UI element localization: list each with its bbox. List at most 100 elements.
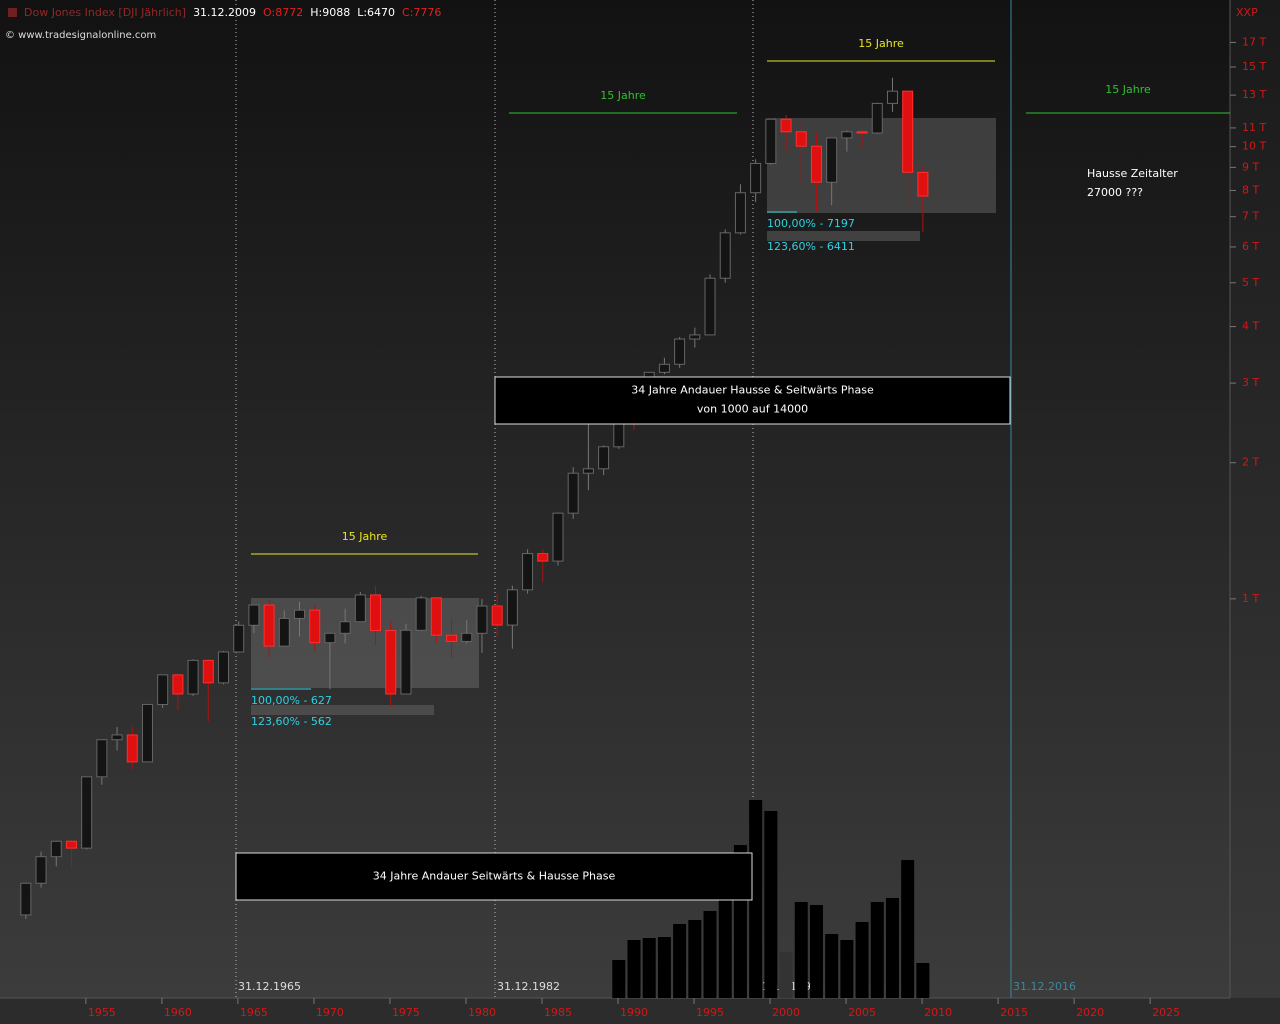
header-text: 31.12.2009 xyxy=(193,6,256,19)
x-tick-label: 2005 xyxy=(848,1006,876,1019)
candle-body xyxy=(567,472,579,514)
candle-body xyxy=(810,145,822,183)
phase-text: von 1000 auf 14000 xyxy=(697,403,808,416)
candle-body xyxy=(309,609,321,644)
symbol-icon xyxy=(8,8,17,17)
x-tick-label: 1975 xyxy=(392,1006,420,1019)
phase-box xyxy=(494,376,1011,425)
y-tick-label: 5 T xyxy=(1242,276,1259,289)
candle-body xyxy=(689,334,701,340)
level-band xyxy=(767,231,920,241)
candle-body xyxy=(141,703,153,763)
volume-bar xyxy=(840,940,854,998)
volume-bar xyxy=(688,920,702,998)
candle-body xyxy=(506,589,518,626)
phase-box xyxy=(235,852,753,901)
volume-bar xyxy=(885,898,899,998)
candle-body xyxy=(339,621,351,634)
y-tick-label: 10 T xyxy=(1242,140,1266,153)
y-tick-label: 15 T xyxy=(1242,60,1266,73)
level-label: 123,60% - 6411 xyxy=(767,240,855,253)
candle-body xyxy=(20,882,32,916)
volume-bar xyxy=(627,940,641,998)
x-tick-label: 1985 xyxy=(544,1006,572,1019)
level-band xyxy=(251,705,434,715)
candle-body xyxy=(50,840,62,858)
y-tick-label: 1 T xyxy=(1242,592,1259,605)
candle-body xyxy=(202,659,214,684)
volume-bar xyxy=(703,911,717,998)
candle-body xyxy=(385,630,397,695)
candle-body xyxy=(841,131,853,139)
candle-body xyxy=(780,118,792,133)
x-tick-label: 1995 xyxy=(696,1006,724,1019)
level-label: 123,60% - 562 xyxy=(251,715,332,728)
candle-body xyxy=(126,734,138,763)
date-label: 31.12.2016 xyxy=(1013,980,1076,993)
y-tick-label: 9 T xyxy=(1242,160,1259,173)
header-text: Dow Jones Index [DJI Jährlich] xyxy=(24,6,186,19)
x-tick-label: 2025 xyxy=(1152,1006,1180,1019)
header-text: O:8772 xyxy=(263,6,303,19)
y-tick-label: 8 T xyxy=(1242,183,1259,196)
corner-label: XXP xyxy=(1236,6,1258,19)
x-tick-label: 2000 xyxy=(772,1006,800,1019)
candle-body xyxy=(81,776,93,849)
candle-body xyxy=(446,634,458,642)
y-tick-label: 6 T xyxy=(1242,240,1259,253)
x-tick-label: 1960 xyxy=(164,1006,192,1019)
plot-area xyxy=(0,0,1230,998)
x-tick-label: 2010 xyxy=(924,1006,952,1019)
candle-body xyxy=(263,604,275,647)
candle-body xyxy=(734,192,746,234)
span-label: 15 Jahre xyxy=(858,37,904,50)
candle-body xyxy=(491,605,503,626)
candle-body xyxy=(719,232,731,279)
candle-body xyxy=(370,594,382,632)
candle-body xyxy=(233,624,245,653)
volume-bar xyxy=(855,922,869,998)
candle-body xyxy=(856,131,868,134)
y-tick-label: 7 T xyxy=(1242,210,1259,223)
note-text: Hausse Zeitalter xyxy=(1087,167,1178,180)
candle-body xyxy=(674,338,686,365)
y-tick-label: 2 T xyxy=(1242,456,1259,469)
span-label: 15 Jahre xyxy=(600,89,646,102)
candle-body xyxy=(400,629,412,695)
candle-body xyxy=(476,605,488,634)
candle-body xyxy=(324,632,336,644)
phase-text: 34 Jahre Andauer Seitwärts & Hausse Phas… xyxy=(373,870,616,883)
candle-body xyxy=(294,609,306,619)
candle-body xyxy=(278,617,290,647)
x-tick-label: 2015 xyxy=(1000,1006,1028,1019)
candle-body xyxy=(537,553,549,562)
candle-body xyxy=(795,131,807,147)
x-tick-label: 1990 xyxy=(620,1006,648,1019)
date-label: 31.12.1965 xyxy=(238,980,301,993)
candle-body xyxy=(35,856,47,884)
volume-bar xyxy=(809,905,823,998)
header-text: C:7776 xyxy=(402,6,441,19)
source: © www.tradesignalonline.com xyxy=(5,30,156,41)
volume-bar xyxy=(794,902,808,998)
volume-bar xyxy=(749,800,763,998)
volume-bar xyxy=(612,960,626,998)
y-tick-label: 11 T xyxy=(1242,121,1266,134)
phase-text: 34 Jahre Andauer Hausse & Seitwärts Phas… xyxy=(631,384,874,397)
x-tick-label: 2020 xyxy=(1076,1006,1104,1019)
volume-bar xyxy=(764,811,778,998)
y-tick-label: 17 T xyxy=(1242,35,1266,48)
candle-body xyxy=(461,632,473,642)
candle-body xyxy=(111,734,123,741)
level-label: 100,00% - 7197 xyxy=(767,217,855,230)
candle-body xyxy=(765,118,777,164)
date-label: 31.12.1982 xyxy=(497,980,560,993)
header-text: L:6470 xyxy=(357,6,395,19)
volume-bar xyxy=(657,937,671,998)
candle-body xyxy=(415,597,427,631)
x-tick-label: 1955 xyxy=(88,1006,116,1019)
candle-body xyxy=(826,137,838,183)
candle-body xyxy=(172,674,184,695)
